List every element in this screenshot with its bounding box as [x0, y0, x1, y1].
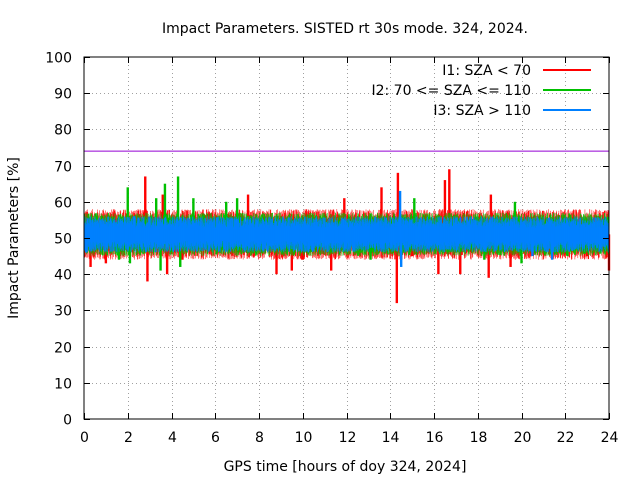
x-tick-label: 20	[514, 430, 532, 446]
x-axis-label: GPS time [hours of doy 324, 2024]	[224, 459, 467, 475]
series-group	[83, 169, 611, 304]
axis-ticks: 0 2 4 6 8 10 12 14 16 18 20 22 240102030405060708090…	[45, 51, 618, 447]
x-tick-label: 12	[339, 430, 357, 446]
x-tick-label: 2	[124, 430, 133, 446]
y-tick-label: 10	[54, 377, 72, 393]
y-tick-label: 60	[54, 196, 72, 212]
x-tick-label: 6	[211, 430, 220, 446]
x-tick-label: 0	[80, 430, 89, 446]
y-tick-label: 20	[54, 341, 72, 357]
y-tick-label: 50	[54, 232, 72, 248]
x-tick-label: 24	[601, 430, 619, 446]
y-tick-label: 100	[45, 51, 72, 67]
y-tick-label: 70	[54, 160, 72, 176]
chart-title: Impact Parameters. SISTED rt 30s mode. 3…	[162, 21, 528, 37]
x-tick-label: 8	[255, 430, 264, 446]
y-tick-label: 0	[63, 413, 72, 429]
x-tick-label: 22	[557, 430, 575, 446]
x-tick-label: 4	[168, 430, 177, 446]
y-tick-label: 80	[54, 123, 72, 139]
x-tick-label: 14	[382, 430, 400, 446]
y-axis-label: Impact Parameters [%]	[6, 157, 22, 319]
legend-label-1: I1: SZA < 70	[442, 63, 531, 79]
x-tick-label: 10	[295, 430, 313, 446]
legend-label-3: I3: SZA > 110	[433, 103, 531, 119]
legend: I1: SZA < 70 I2: 70 <= SZA <= 110 I3: SZA …	[371, 63, 591, 119]
y-tick-label: 90	[54, 87, 72, 103]
x-tick-label: 18	[470, 430, 488, 446]
x-tick-label: 16	[426, 430, 444, 446]
y-tick-label: 40	[54, 268, 72, 284]
legend-label-2: I2: 70 <= SZA <= 110	[371, 83, 531, 99]
y-tick-label: 30	[54, 304, 72, 320]
